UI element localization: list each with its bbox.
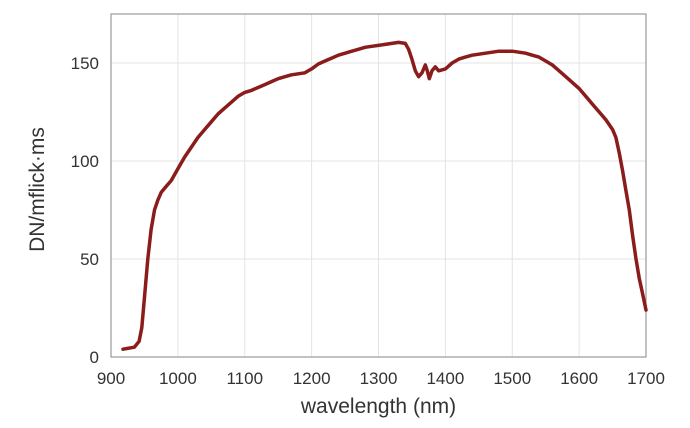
x-axis-ticks: 900 1000 1100 1200 1300 1400 1500 1600 1700: [97, 369, 665, 388]
x-tick-label: 1000: [159, 369, 197, 388]
series-group: [121, 40, 648, 351]
x-tick-label: 1300: [360, 369, 398, 388]
y-tick-label: 0: [90, 348, 99, 367]
x-tick-label: 1400: [426, 369, 464, 388]
plot-area-frame: [110, 13, 647, 358]
x-tick-label: 1500: [493, 369, 531, 388]
grid: [110, 14, 647, 357]
x-axis-title: wavelength (nm): [300, 395, 456, 418]
y-tick-label: 150: [71, 54, 99, 73]
x-tick-label: 1600: [560, 369, 598, 388]
x-tick-label: 900: [97, 369, 125, 388]
y-tick-label: 100: [71, 152, 99, 171]
y-tick-label: 50: [80, 250, 99, 269]
x-tick-label: 1200: [293, 369, 331, 388]
y-axis-title: DN/mflick·ms: [26, 127, 49, 252]
series-line-0: [121, 40, 648, 351]
y-axis-ticks: 0 50 100 150: [71, 54, 99, 367]
x-tick-label: 1700: [627, 369, 665, 388]
x-tick-label: 1100: [226, 369, 263, 388]
